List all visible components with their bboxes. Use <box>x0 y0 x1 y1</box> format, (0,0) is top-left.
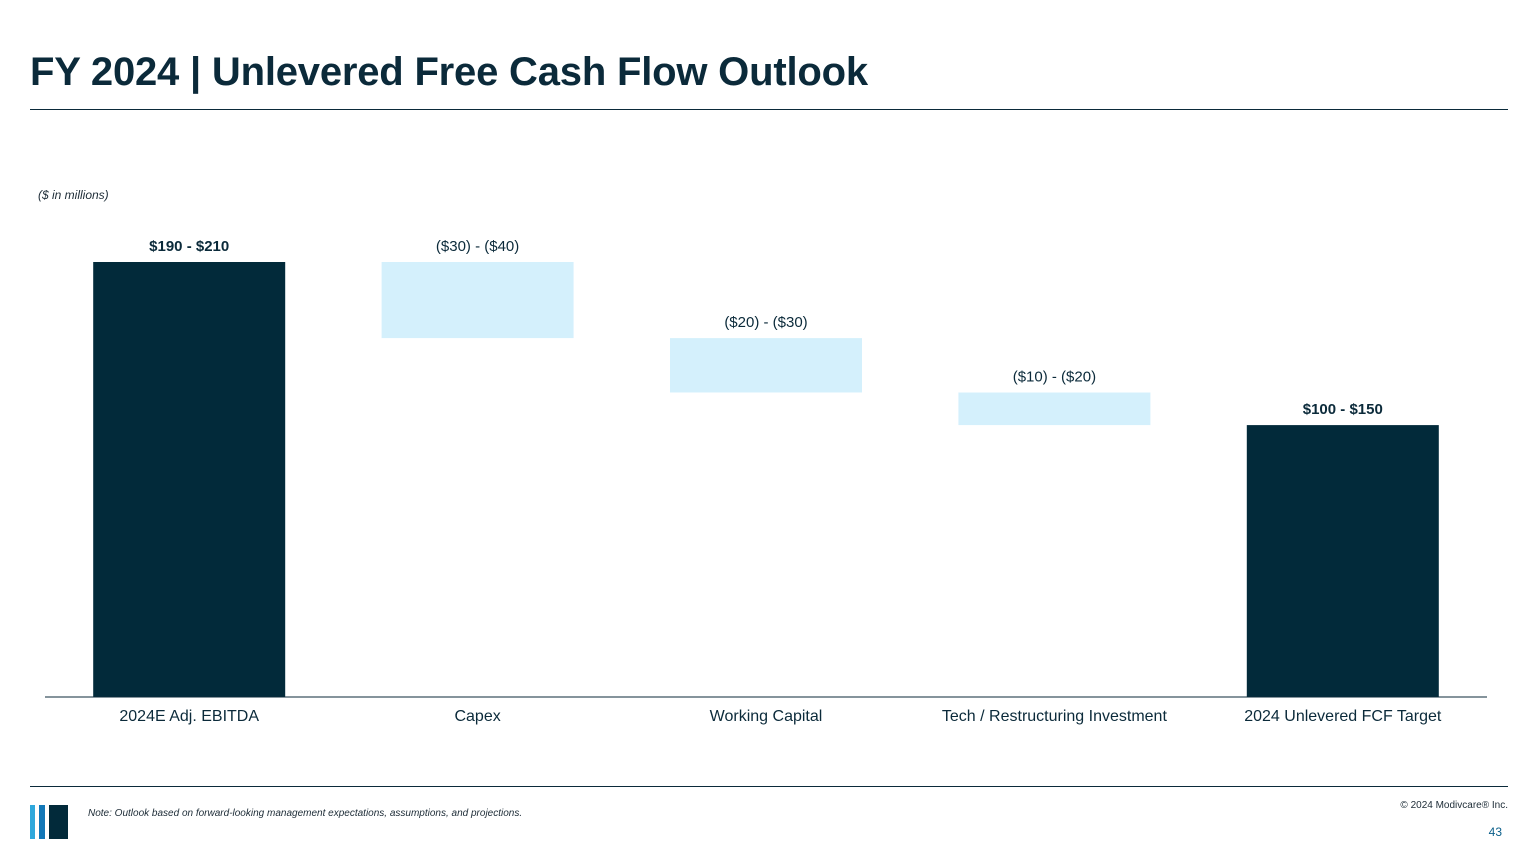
data-label-5: $100 - $150 <box>1303 401 1383 418</box>
title-divider <box>30 109 1508 110</box>
data-label-1: $190 - $210 <box>149 238 229 255</box>
x-tick-label-2: Capex <box>454 708 500 725</box>
copyright: © 2024 Modivcare® Inc. <box>1400 800 1508 811</box>
footnote: Note: Outlook based on forward-looking m… <box>88 808 523 819</box>
x-tick-label-1: 2024E Adj. EBITDA <box>119 708 259 725</box>
units-note: ($ in millions) <box>38 188 109 202</box>
modivcare-bars-logo-icon <box>30 805 68 839</box>
x-tick-label-5: 2024 Unlevered FCF Target <box>1244 708 1442 725</box>
x-tick-label-4: Tech / Restructuring Investment <box>942 708 1168 725</box>
bar-5 <box>1246 425 1439 697</box>
bar-1 <box>93 262 286 697</box>
x-tick-label-3: Working Capital <box>710 708 823 725</box>
footer-divider <box>30 786 1508 787</box>
data-label-3: ($20) - ($30) <box>724 314 807 331</box>
bar-4 <box>958 392 1151 426</box>
bar-2 <box>381 262 574 339</box>
data-label-2: ($30) - ($40) <box>436 238 519 255</box>
page-number: 43 <box>1488 825 1502 839</box>
page-title: FY 2024 | Unlevered Free Cash Flow Outlo… <box>30 50 868 94</box>
data-label-4: ($10) - ($20) <box>1013 369 1096 386</box>
bar-3 <box>670 338 862 393</box>
